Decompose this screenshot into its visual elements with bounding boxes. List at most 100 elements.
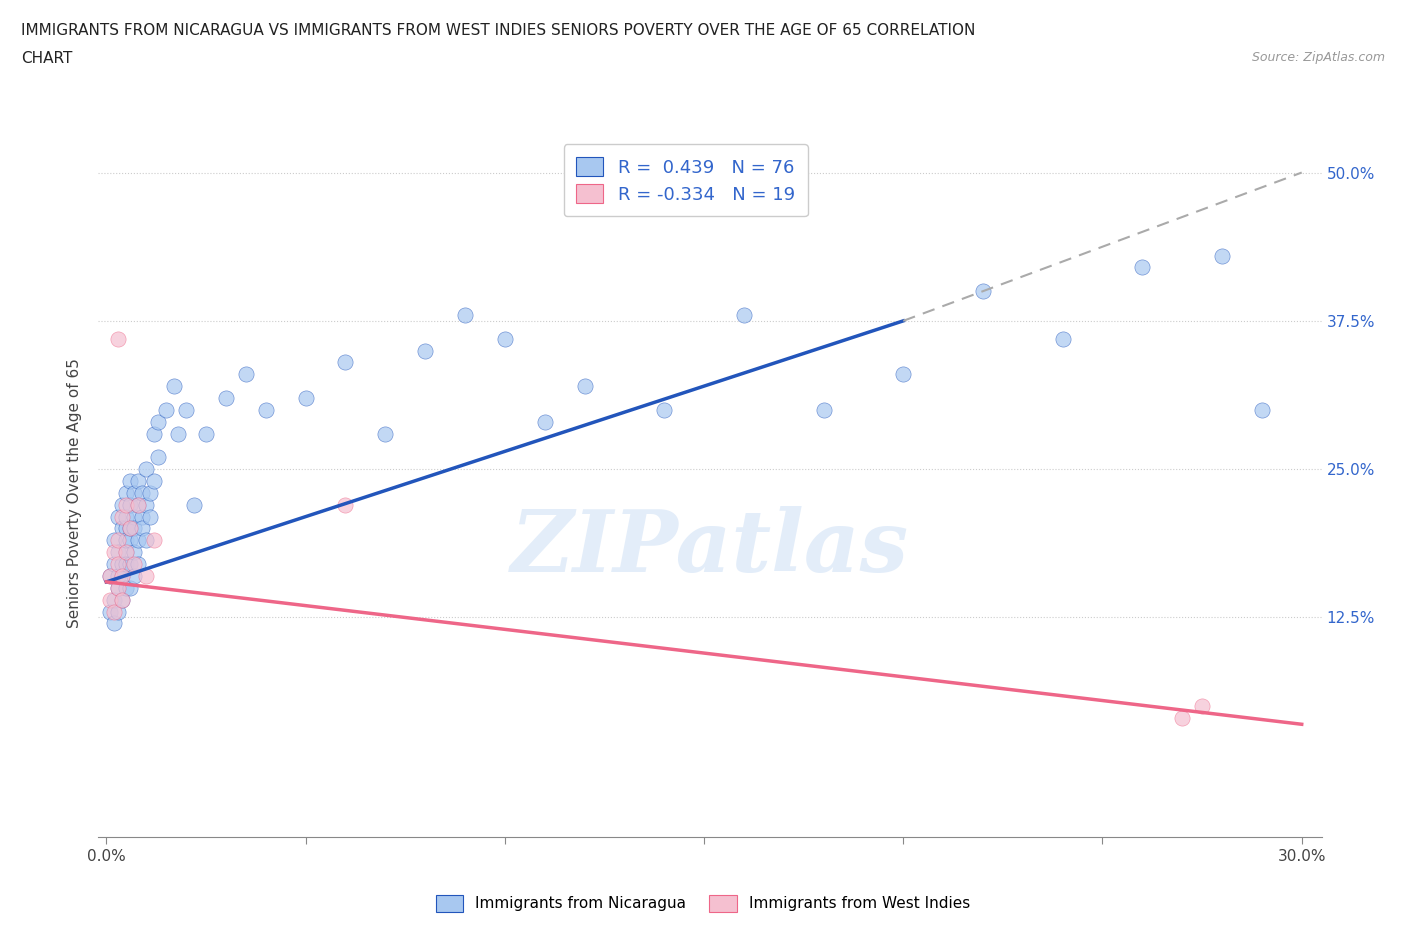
Point (100, 604, 122, 619)
Point (111, 510, 134, 525)
Point (115, 510, 138, 525)
Point (135, 568, 157, 583)
Point (124, 510, 146, 525)
Point (115, 580, 138, 595)
Text: ZIPatlas: ZIPatlas (510, 506, 910, 590)
Point (148, 450, 170, 465)
Point (124, 545, 146, 560)
Point (124, 557, 146, 572)
Point (413, 343, 436, 358)
Point (103, 604, 125, 619)
Point (143, 426, 166, 441)
Point (100, 568, 122, 583)
Point (103, 616, 125, 631)
Legend: Immigrants from Nicaragua, Immigrants from West Indies: Immigrants from Nicaragua, Immigrants fr… (430, 889, 976, 918)
Point (124, 568, 146, 583)
Point (103, 533, 125, 548)
Point (107, 545, 129, 560)
Point (111, 521, 134, 536)
Point (107, 580, 129, 595)
Point (111, 592, 134, 607)
Text: Source: ZipAtlas.com: Source: ZipAtlas.com (1251, 51, 1385, 64)
Point (115, 485, 138, 500)
Point (1052, 331, 1074, 346)
Point (127, 498, 149, 512)
Point (1250, 403, 1272, 418)
Point (115, 545, 138, 560)
Point (127, 473, 149, 488)
Point (111, 498, 134, 512)
Point (120, 521, 142, 536)
Point (254, 403, 277, 418)
Point (115, 521, 138, 536)
Point (107, 533, 129, 548)
Point (1130, 260, 1153, 275)
Y-axis label: Seniors Poverty Over the Age of 65: Seniors Poverty Over the Age of 65 (67, 358, 83, 628)
Point (107, 604, 129, 619)
Point (100, 592, 122, 607)
Point (143, 533, 166, 548)
Point (131, 485, 153, 500)
Point (107, 557, 129, 572)
Point (155, 403, 177, 418)
Point (167, 426, 190, 441)
Point (120, 557, 142, 572)
Point (107, 331, 129, 346)
Point (454, 308, 477, 323)
Point (103, 592, 125, 607)
Point (143, 473, 166, 488)
Point (127, 533, 149, 548)
Point (183, 498, 205, 512)
Point (115, 533, 138, 548)
Point (174, 403, 197, 418)
Point (215, 391, 238, 405)
Point (195, 426, 218, 441)
Point (148, 414, 170, 429)
Point (574, 379, 596, 393)
Point (115, 545, 138, 560)
Point (139, 485, 162, 500)
Point (235, 366, 257, 381)
Point (135, 498, 157, 512)
Point (374, 426, 396, 441)
Point (107, 568, 129, 583)
Point (972, 284, 994, 299)
Point (335, 355, 357, 370)
Point (120, 533, 142, 548)
Point (1211, 248, 1233, 263)
Point (294, 391, 316, 405)
Point (163, 379, 186, 393)
Point (127, 557, 149, 572)
Point (115, 498, 138, 512)
Point (335, 498, 357, 512)
Point (103, 557, 125, 572)
Point (111, 568, 134, 583)
Text: IMMIGRANTS FROM NICARAGUA VS IMMIGRANTS FROM WEST INDIES SENIORS POVERTY OVER TH: IMMIGRANTS FROM NICARAGUA VS IMMIGRANTS … (21, 23, 976, 38)
Point (107, 510, 129, 525)
Point (111, 592, 134, 607)
Point (124, 521, 146, 536)
Point (124, 485, 146, 500)
Point (652, 403, 675, 418)
Point (120, 521, 142, 536)
Point (1191, 699, 1213, 714)
Point (115, 557, 138, 572)
Point (733, 308, 755, 323)
Point (120, 580, 142, 595)
Point (135, 461, 157, 476)
Point (533, 414, 555, 429)
Point (111, 557, 134, 572)
Point (120, 473, 142, 488)
Point (1171, 711, 1194, 725)
Point (891, 366, 914, 381)
Point (100, 568, 122, 583)
Text: CHART: CHART (21, 51, 73, 66)
Point (131, 510, 153, 525)
Point (111, 568, 134, 583)
Point (494, 331, 516, 346)
Point (103, 545, 125, 560)
Point (107, 580, 129, 595)
Point (131, 521, 153, 536)
Legend: R =  0.439   N = 76, R = -0.334   N = 19: R = 0.439 N = 76, R = -0.334 N = 19 (564, 144, 807, 217)
Point (813, 403, 835, 418)
